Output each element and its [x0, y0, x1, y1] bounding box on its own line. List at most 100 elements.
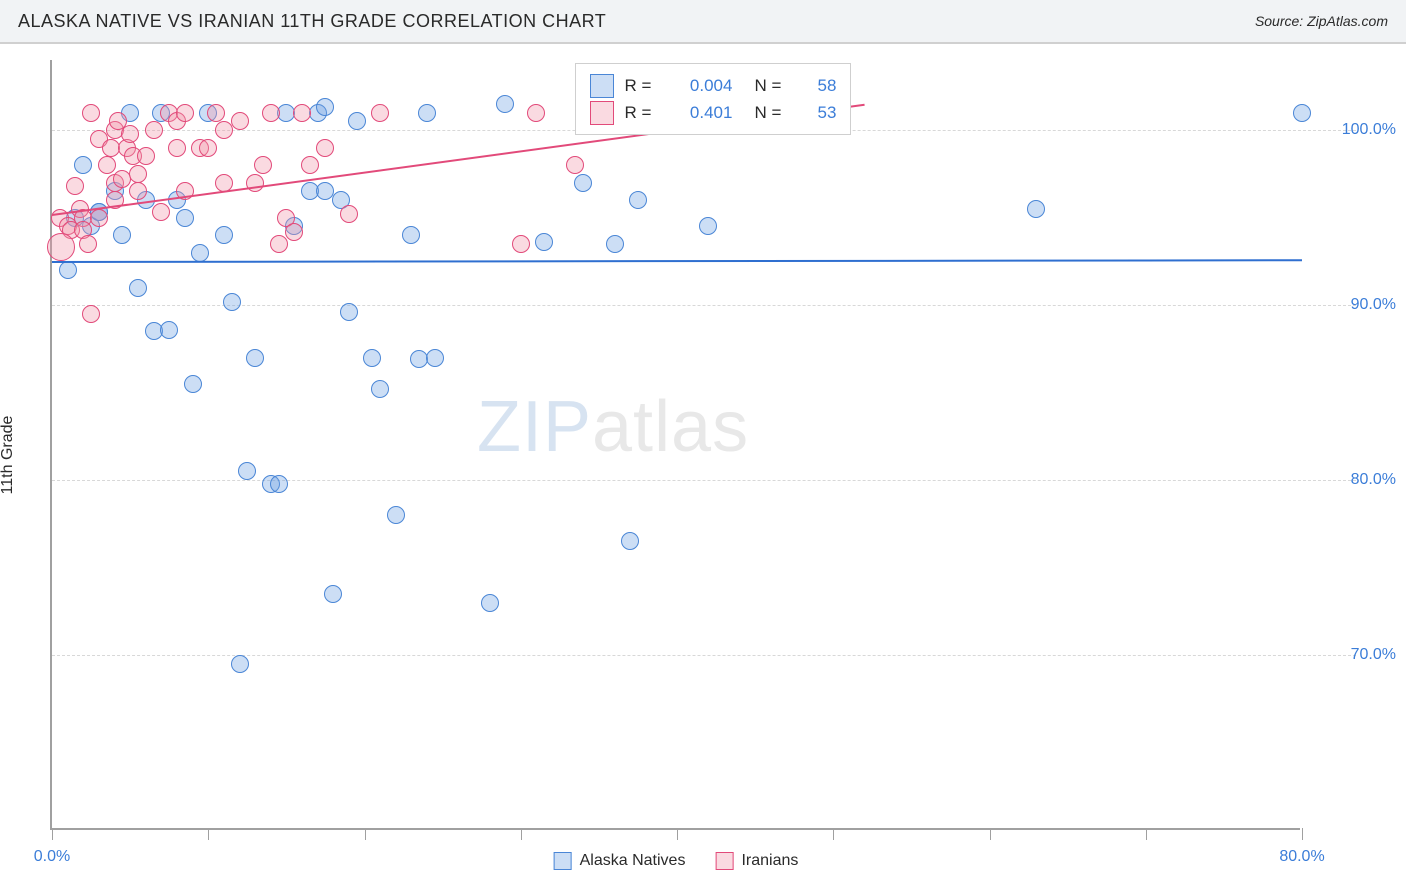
series-legend: Alaska Natives Iranians [554, 852, 799, 870]
scatter-point [223, 293, 241, 311]
scatter-point [285, 223, 303, 241]
legend-n-label: N = [754, 99, 792, 126]
watermark-zip: ZIP [477, 387, 592, 467]
scatter-point [262, 104, 280, 122]
chart-title: ALASKA NATIVE VS IRANIAN 11TH GRADE CORR… [18, 11, 606, 32]
legend-row: R =0.401N =53 [590, 99, 836, 126]
scatter-point [340, 205, 358, 223]
legend-r-value: 0.004 [672, 72, 732, 99]
scatter-point [387, 506, 405, 524]
regression-line [52, 260, 1302, 264]
y-tick-label: 70.0% [1316, 646, 1396, 664]
scatter-point [207, 104, 225, 122]
scatter-point [363, 349, 381, 367]
scatter-point [512, 235, 530, 253]
legend-item: Iranians [715, 852, 798, 870]
scatter-point [238, 462, 256, 480]
scatter-point [496, 95, 514, 113]
legend-r-label: R = [624, 99, 662, 126]
scatter-point [574, 174, 592, 192]
scatter-point [316, 98, 334, 116]
header-bar: ALASKA NATIVE VS IRANIAN 11TH GRADE CORR… [0, 0, 1406, 44]
scatter-point [231, 655, 249, 673]
scatter-point [699, 217, 717, 235]
scatter-point [160, 321, 178, 339]
scatter-point [129, 182, 147, 200]
x-tick [677, 828, 678, 840]
scatter-point [90, 209, 108, 227]
legend-label: Alaska Natives [580, 852, 686, 870]
scatter-point [254, 156, 272, 174]
source-label: Source: ZipAtlas.com [1255, 13, 1388, 29]
scatter-point [199, 139, 217, 157]
scatter-point [74, 156, 92, 174]
scatter-point [215, 226, 233, 244]
scatter-point [481, 594, 499, 612]
scatter-point [270, 235, 288, 253]
scatter-point [316, 139, 334, 157]
scatter-point [231, 112, 249, 130]
scatter-point [82, 104, 100, 122]
scatter-point [47, 233, 75, 261]
x-tick [1302, 828, 1303, 840]
scatter-point [176, 209, 194, 227]
scatter-point [152, 203, 170, 221]
scatter-point [137, 147, 155, 165]
x-tick [833, 828, 834, 840]
scatter-point [145, 121, 163, 139]
x-tick [365, 828, 366, 840]
scatter-point [191, 244, 209, 262]
x-tick-label: 80.0% [1279, 848, 1324, 866]
legend-swatch [590, 101, 614, 125]
legend-r-label: R = [624, 72, 662, 99]
scatter-point [1027, 200, 1045, 218]
scatter-point [426, 349, 444, 367]
legend-swatch [715, 852, 733, 870]
watermark-atlas: atlas [592, 387, 749, 467]
watermark: ZIPatlas [477, 386, 749, 468]
scatter-point [293, 104, 311, 122]
scatter-point [402, 226, 420, 244]
x-tick [208, 828, 209, 840]
scatter-point [168, 139, 186, 157]
legend-n-value: 58 [802, 72, 836, 99]
x-tick [521, 828, 522, 840]
legend-n-label: N = [754, 72, 792, 99]
legend-n-value: 53 [802, 99, 836, 126]
scatter-point [301, 156, 319, 174]
scatter-point [121, 125, 139, 143]
scatter-point [340, 303, 358, 321]
scatter-point [371, 380, 389, 398]
scatter-point [129, 165, 147, 183]
legend-swatch [554, 852, 572, 870]
scatter-point [82, 305, 100, 323]
legend-label: Iranians [741, 852, 798, 870]
legend-item: Alaska Natives [554, 852, 686, 870]
scatter-point [527, 104, 545, 122]
gridline [52, 305, 1356, 306]
x-tick [52, 828, 53, 840]
correlation-legend: R =0.004N =58R =0.401N =53 [575, 63, 851, 135]
scatter-point [176, 104, 194, 122]
scatter-point [270, 475, 288, 493]
y-tick-label: 90.0% [1316, 296, 1396, 314]
scatter-point [129, 279, 147, 297]
y-tick-label: 80.0% [1316, 471, 1396, 489]
scatter-point [535, 233, 553, 251]
gridline [52, 655, 1356, 656]
x-tick-label: 0.0% [34, 848, 70, 866]
scatter-point [1293, 104, 1311, 122]
scatter-point [79, 235, 97, 253]
scatter-point [98, 156, 116, 174]
scatter-point [566, 156, 584, 174]
x-tick [1146, 828, 1147, 840]
chart-plot-area: ZIPatlas 70.0%80.0%90.0%100.0%0.0%80.0%R… [50, 60, 1300, 830]
scatter-point [246, 349, 264, 367]
legend-swatch [590, 74, 614, 98]
scatter-point [348, 112, 366, 130]
scatter-point [66, 177, 84, 195]
scatter-point [629, 191, 647, 209]
scatter-point [113, 226, 131, 244]
scatter-point [371, 104, 389, 122]
scatter-point [418, 104, 436, 122]
